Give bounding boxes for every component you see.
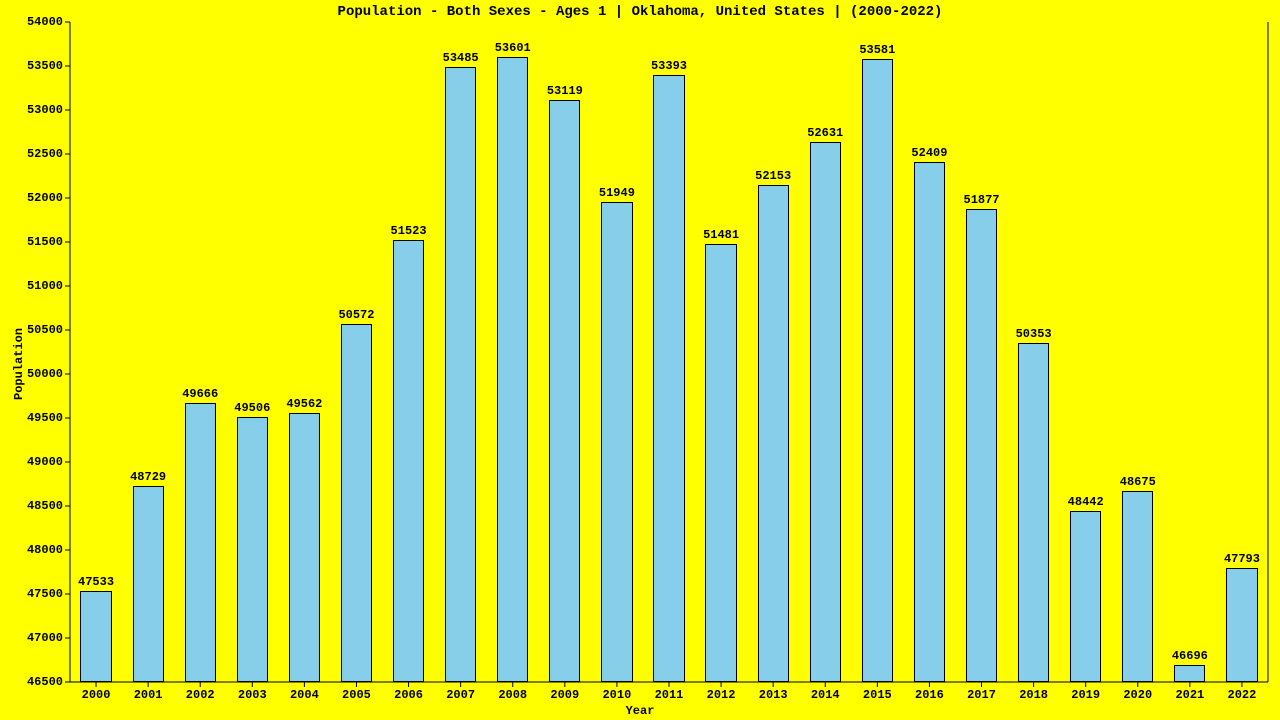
y-tick-label: 49000 xyxy=(27,455,63,469)
bar xyxy=(1070,511,1101,682)
bar xyxy=(1018,343,1049,682)
y-tick-label: 48000 xyxy=(27,543,63,557)
y-tick-label: 52000 xyxy=(27,191,63,205)
bar xyxy=(185,403,216,682)
x-tick-label: 2014 xyxy=(799,688,851,702)
bar-value-label: 50572 xyxy=(330,308,382,322)
x-tick-label: 2022 xyxy=(1216,688,1268,702)
x-tick-label: 2020 xyxy=(1112,688,1164,702)
y-tick-label: 53500 xyxy=(27,59,63,73)
bar-value-label: 53485 xyxy=(435,51,487,65)
bar-value-label: 51523 xyxy=(383,224,435,238)
bar-value-label: 52409 xyxy=(903,146,955,160)
bar xyxy=(497,57,528,682)
bar-value-label: 52153 xyxy=(747,169,799,183)
bar xyxy=(549,100,580,682)
bar-value-label: 52631 xyxy=(799,126,851,140)
bar xyxy=(862,59,893,682)
bar-value-label: 51481 xyxy=(695,228,747,242)
y-tick-label: 50500 xyxy=(27,323,63,337)
x-tick-label: 2005 xyxy=(330,688,382,702)
y-tick-label: 51500 xyxy=(27,235,63,249)
bar xyxy=(1122,491,1153,682)
bar-value-label: 53601 xyxy=(487,41,539,55)
bar xyxy=(914,162,945,682)
y-tick-label: 51000 xyxy=(27,279,63,293)
bar xyxy=(237,417,268,682)
y-tick-label: 50000 xyxy=(27,367,63,381)
bar xyxy=(1174,665,1205,682)
x-tick-label: 2001 xyxy=(122,688,174,702)
bar xyxy=(705,244,736,682)
y-tick-label: 49500 xyxy=(27,411,63,425)
bar-value-label: 53581 xyxy=(851,43,903,57)
bar-value-label: 49506 xyxy=(226,401,278,415)
x-tick-label: 2002 xyxy=(174,688,226,702)
bar xyxy=(133,486,164,682)
bar xyxy=(601,202,632,682)
bar-value-label: 49562 xyxy=(278,397,330,411)
bar-value-label: 47793 xyxy=(1216,552,1268,566)
y-tick-label: 54000 xyxy=(27,15,63,29)
bar-value-label: 46696 xyxy=(1164,649,1216,663)
bar xyxy=(810,142,841,682)
x-tick-label: 2015 xyxy=(851,688,903,702)
x-tick-label: 2021 xyxy=(1164,688,1216,702)
x-tick-label: 2019 xyxy=(1060,688,1112,702)
y-tick-label: 53000 xyxy=(27,103,63,117)
bar-value-label: 53119 xyxy=(539,84,591,98)
x-tick-label: 2012 xyxy=(695,688,747,702)
y-tick-label: 47000 xyxy=(27,631,63,645)
bar-value-label: 47533 xyxy=(70,575,122,589)
bar xyxy=(966,209,997,682)
bar-value-label: 48729 xyxy=(122,470,174,484)
bar xyxy=(80,591,111,682)
x-tick-label: 2006 xyxy=(383,688,435,702)
bar-value-label: 48442 xyxy=(1060,495,1112,509)
bar xyxy=(445,67,476,682)
x-tick-label: 2008 xyxy=(487,688,539,702)
x-tick-label: 2011 xyxy=(643,688,695,702)
bar-value-label: 51949 xyxy=(591,186,643,200)
x-tick-label: 2003 xyxy=(226,688,278,702)
bar xyxy=(289,413,320,682)
bar-value-label: 51877 xyxy=(955,193,1007,207)
bar xyxy=(393,240,424,682)
bar-value-label: 48675 xyxy=(1112,475,1164,489)
bar xyxy=(653,75,684,682)
y-tick-label: 48500 xyxy=(27,499,63,513)
x-tick-label: 2018 xyxy=(1008,688,1060,702)
bar xyxy=(1226,568,1257,682)
x-tick-label: 2007 xyxy=(435,688,487,702)
bar-value-label: 50353 xyxy=(1008,327,1060,341)
x-tick-label: 2016 xyxy=(903,688,955,702)
x-tick-label: 2010 xyxy=(591,688,643,702)
bar xyxy=(758,185,789,682)
x-tick-label: 2017 xyxy=(955,688,1007,702)
x-tick-label: 2004 xyxy=(278,688,330,702)
x-tick-label: 2000 xyxy=(70,688,122,702)
bar xyxy=(341,324,372,682)
bar-value-label: 53393 xyxy=(643,59,695,73)
bar-value-label: 49666 xyxy=(174,387,226,401)
x-tick-label: 2009 xyxy=(539,688,591,702)
y-tick-label: 46500 xyxy=(27,675,63,689)
y-tick-label: 52500 xyxy=(27,147,63,161)
y-tick-label: 47500 xyxy=(27,587,63,601)
x-tick-label: 2013 xyxy=(747,688,799,702)
